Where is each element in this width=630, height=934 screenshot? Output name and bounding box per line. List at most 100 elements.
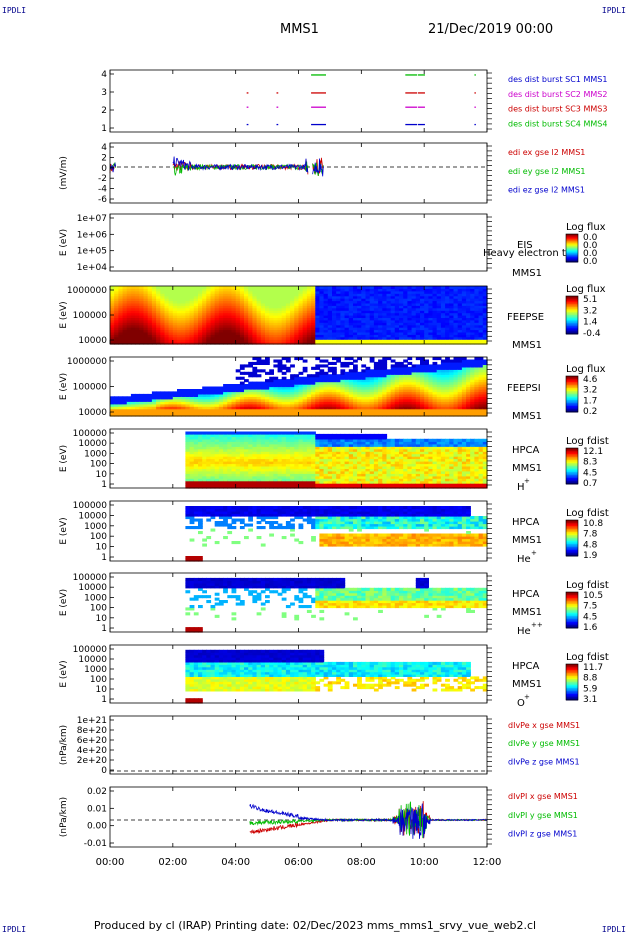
cbar-cell	[566, 318, 578, 321]
cbar-cell	[566, 625, 578, 627]
cbar-cell	[566, 452, 578, 455]
divpe-frame	[109, 715, 488, 775]
cbar-cell	[566, 377, 578, 380]
cbar-cell	[566, 244, 578, 247]
cbar-cell	[566, 238, 578, 241]
hpca_h-cbar-tick: 0.7	[583, 479, 597, 489]
xtick-label: 04:00	[221, 857, 250, 868]
hpca_hepp-ytick-label: 1	[101, 624, 107, 634]
hpca_h-ytick-label: 100	[90, 460, 107, 470]
cbar-cell	[566, 300, 578, 303]
cbar-cell	[566, 472, 578, 474]
cbar-cell	[566, 622, 578, 624]
cbar-cell	[566, 532, 578, 534]
cbar-cell	[566, 604, 578, 606]
cbar-cell	[566, 455, 578, 458]
hpca_h-ytick-label: 1	[101, 480, 107, 490]
cbar-cell	[566, 406, 578, 408]
cbar-cell	[566, 595, 578, 597]
hpca_hepp-cbar-tick: 7.5	[583, 602, 597, 612]
cbar-cell	[566, 252, 578, 255]
eis-colorbar	[565, 233, 579, 263]
hpca_o-cbar-tick: 8.8	[583, 674, 598, 684]
cbar-cell	[566, 454, 578, 456]
cbar-cell	[566, 688, 578, 690]
cbar-cell	[566, 239, 578, 242]
cbar-cell	[566, 327, 578, 330]
cbar-cell	[566, 520, 578, 522]
cbar-cell	[566, 611, 578, 614]
efield-legend-1: edi ey gse l2 MMS1	[508, 167, 586, 176]
divpi-ytick-label: 0.01	[87, 804, 107, 814]
divpe-legend-1: dIvPe y gse MMS1	[508, 739, 580, 748]
hpca_o-ytick-label: 1000	[84, 665, 107, 675]
feepsi-spectrogram	[110, 357, 488, 417]
cbar-frame	[565, 295, 579, 335]
cbar-cell	[566, 614, 578, 617]
hpca_hepp-ytick-label: 100000	[73, 573, 108, 583]
burst-frame	[109, 69, 488, 133]
hpca_he-ytick-label: 100	[90, 532, 107, 542]
divpi-legend-1: dIvPI y gse MMS1	[508, 811, 578, 820]
hpca_o-ytick-label: 10000	[78, 655, 107, 665]
cbar-frame	[565, 233, 579, 263]
efield-ytick-label: -4	[98, 185, 107, 195]
cbar-cell	[566, 479, 578, 482]
cbar-cell	[566, 551, 578, 554]
cbar-cell	[566, 316, 578, 319]
efield-frame	[109, 142, 488, 204]
hpca_he-cbar-tick: 7.8	[583, 530, 598, 540]
cbar-cell	[566, 593, 578, 596]
cbar-cell	[566, 380, 578, 383]
cbar-cell	[566, 685, 578, 687]
cbar-cell	[566, 467, 578, 470]
cbar-cell	[566, 391, 578, 393]
cbar-cell	[566, 689, 578, 692]
cbar-cell	[566, 607, 578, 609]
cbar-cell	[566, 449, 578, 452]
cbar-cell	[566, 539, 578, 542]
corner-mark-bottom-right: IPDLI	[601, 925, 626, 934]
cbar-cell	[566, 667, 578, 669]
feepsi-cbar-tick: 3.2	[583, 386, 597, 396]
efield-ylabel: (mV/m)	[59, 156, 69, 190]
cbar-frame	[565, 519, 579, 557]
cbar-cell	[566, 409, 578, 411]
efield-legend-2: edi ez gse l2 MMS1	[508, 186, 585, 195]
plot-date: 21/Dec/2019 00:00	[428, 22, 554, 37]
hpca_h-ytick-label: 1000	[84, 449, 107, 459]
cbar-cell	[566, 260, 578, 263]
cbar-cell	[566, 463, 578, 465]
divpi-legend-0: dIvPI x gse MMS1	[508, 792, 578, 801]
divpi-ytick-label: -0.01	[84, 839, 107, 849]
corner-mark-top-left: IPDLI	[2, 6, 27, 15]
efield-legend-0: edi ex gse l2 MMS1	[508, 148, 585, 157]
cbar-cell	[566, 695, 578, 698]
hpca_he-species-charge: +	[531, 549, 537, 557]
hpca_o-species-charge: +	[524, 693, 530, 701]
feepse-ytick-label: 1000000	[67, 286, 107, 296]
cbar-cell	[566, 404, 578, 407]
cbar-cell	[566, 482, 578, 485]
cbar-cell	[566, 692, 578, 695]
hpca_h-colorbar	[565, 447, 579, 485]
feepse-cbar-tick: -0.4	[583, 329, 601, 339]
hpca_he-ylabel: E (eV)	[59, 517, 69, 544]
cbar-cell	[566, 691, 578, 693]
divpi-ytick-label: 0.02	[87, 787, 107, 797]
cbar-cell	[566, 596, 578, 599]
cbar-cell	[566, 319, 578, 322]
cbar-cell	[566, 617, 578, 620]
cbar-cell	[566, 249, 578, 251]
hpca_he-cbar-title: Log fdist	[566, 508, 609, 519]
divpe-ytick-label: 0	[101, 766, 107, 776]
hpca_o-spacecraft-label: MMS1	[512, 679, 542, 690]
cbar-cell	[566, 315, 578, 318]
burst-legend-0: des dist burst SC1 MMS1	[508, 75, 607, 84]
feepse-spectrogram	[110, 286, 488, 345]
eis-cbar-tick: 0.0	[583, 241, 598, 251]
hpca_h-ytick-label: 10000	[78, 439, 107, 449]
cbar-cell	[566, 605, 578, 608]
eis-cbar-tick: 0.0	[583, 233, 598, 243]
